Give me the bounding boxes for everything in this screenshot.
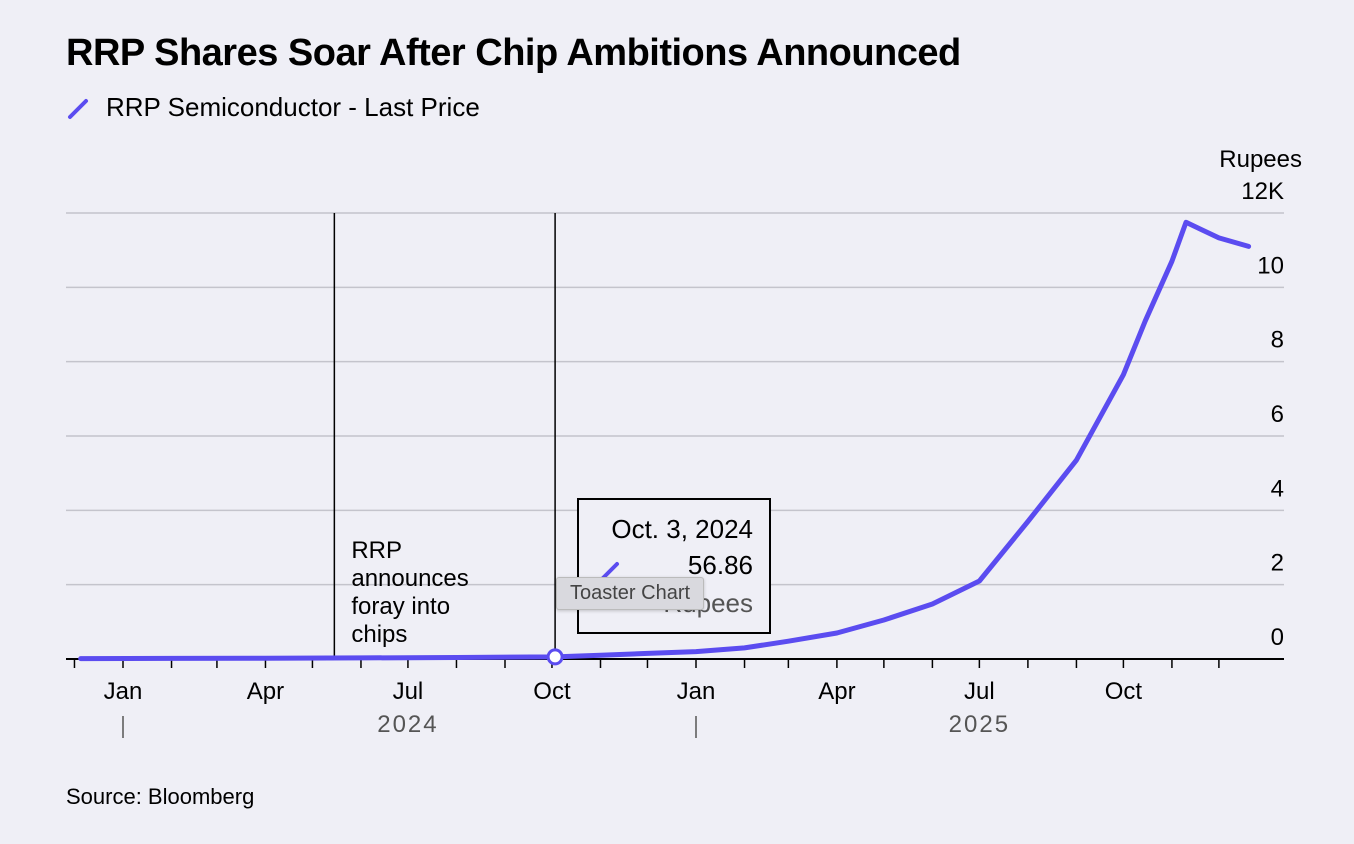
x-tick-label: Jan (104, 678, 143, 705)
x-tick-label: Jul (964, 678, 995, 705)
x-tick-label: Jul (393, 678, 424, 705)
legend-line-icon (68, 98, 88, 119)
highlight-point (546, 648, 564, 666)
annotation-text: RRP announces foray into chips (351, 537, 468, 648)
x-tick-label: Oct (533, 678, 571, 705)
legend-label: RRP Semiconductor - Last Price (106, 92, 480, 122)
x-tick-label: Oct (1105, 678, 1143, 705)
x-tick-label: Apr (818, 678, 855, 705)
y-tick-label: 0 (1271, 624, 1284, 651)
y-tick-label: 12K (1241, 178, 1284, 205)
x-tick-label: Jan (677, 678, 716, 705)
series-line (78, 219, 1252, 662)
x-year-label: 2025 (949, 711, 1010, 738)
y-tick-label: 10 (1257, 252, 1284, 279)
hover-tooltip-label: Toaster Chart (556, 577, 705, 610)
tooltip: Oct. 3, 2024 56.86 Rupees (577, 498, 771, 634)
y-axis-label: Rupees (1219, 146, 1302, 173)
y-tick-label: 6 (1271, 401, 1284, 428)
x-tick-label: Apr (247, 678, 284, 705)
y-tick-label: 2 (1271, 550, 1284, 577)
tooltip-value: 56.86 (687, 550, 753, 580)
source-note: Source: Bloomberg (66, 784, 255, 809)
y-tick-label: 8 (1271, 327, 1284, 354)
legend: RRP Semiconductor - Last Price (66, 92, 480, 123)
tooltip-date: Oct. 3, 2024 (611, 514, 753, 544)
chart-title: RRP Shares Soar After Chip Ambitions Ann… (66, 32, 961, 74)
y-tick-label: 4 (1271, 475, 1284, 502)
x-year-label: 2024 (377, 711, 438, 738)
